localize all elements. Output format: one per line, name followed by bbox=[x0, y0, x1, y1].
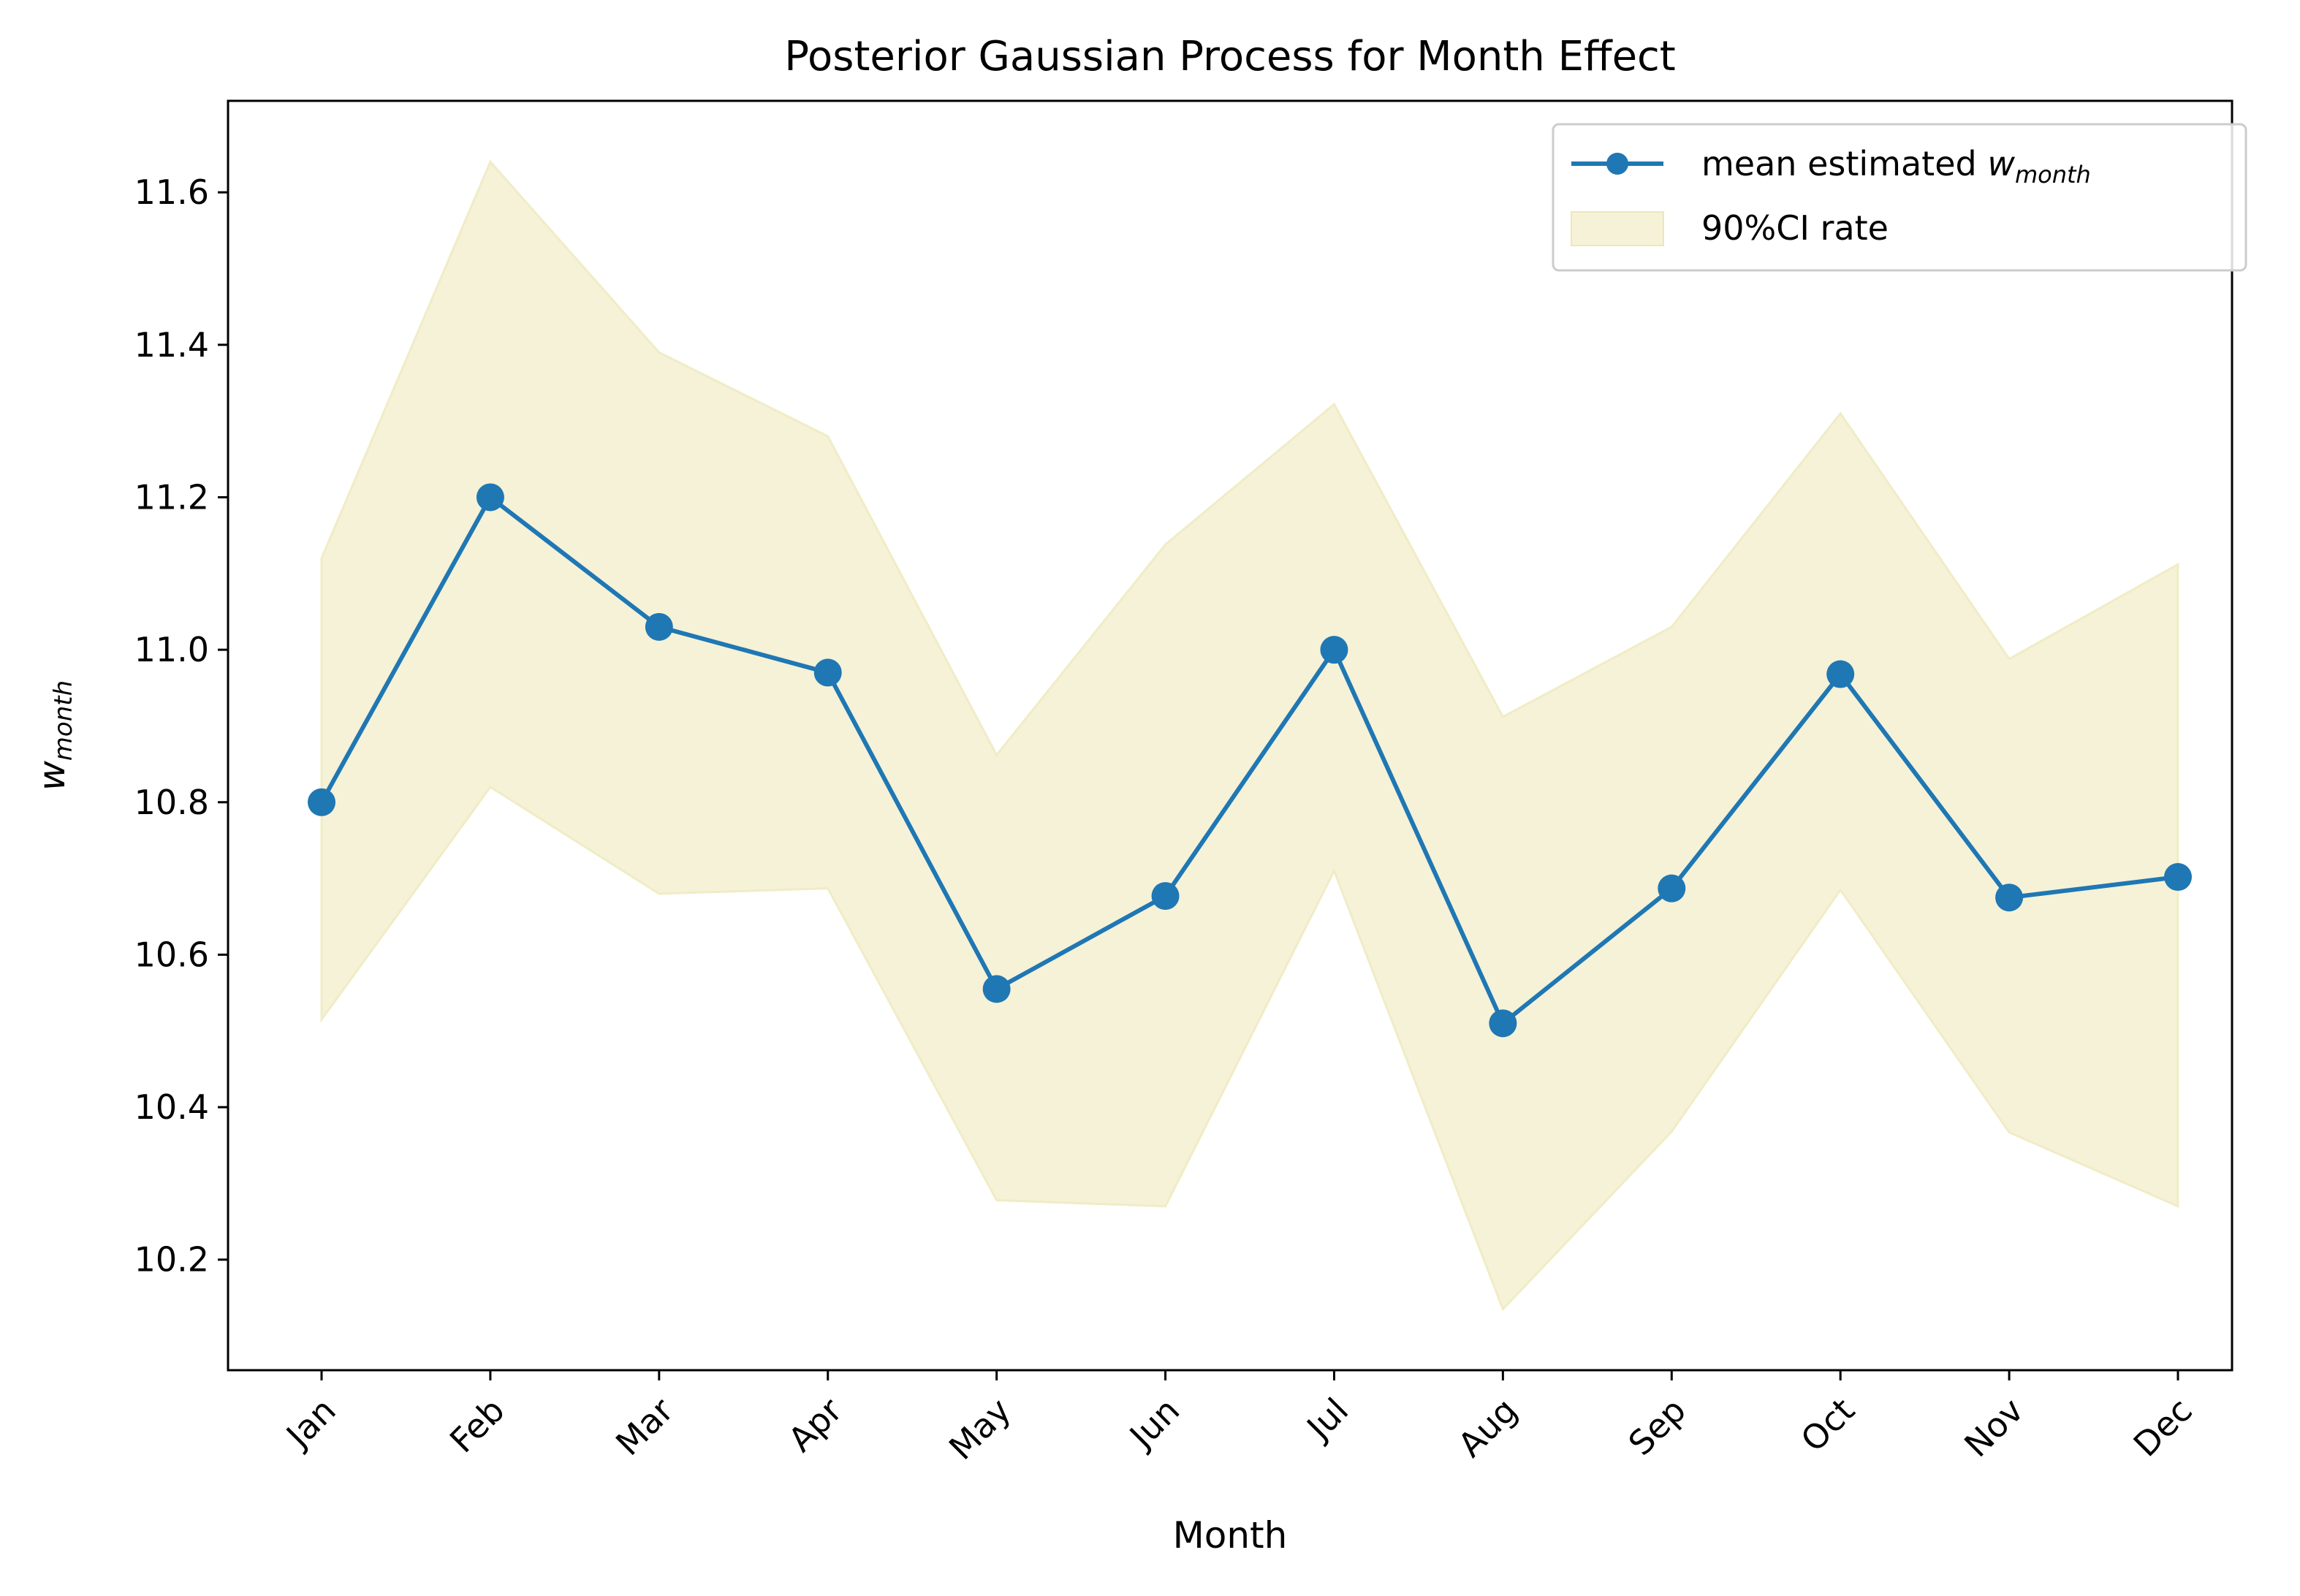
legend-mean-label-base: w bbox=[1987, 144, 2015, 183]
y-axis-label-subscript: month bbox=[49, 680, 78, 761]
mean-point-jul bbox=[1320, 636, 1348, 664]
mean-point-oct bbox=[1826, 660, 1855, 688]
y-tick-label: 10.8 bbox=[134, 783, 209, 822]
legend-mean-label-text: mean estimated bbox=[1701, 144, 1987, 183]
y-axis-label-base: w bbox=[31, 761, 73, 791]
y-axis-label: wmonth bbox=[31, 680, 78, 791]
mean-point-nov bbox=[1995, 884, 2024, 912]
mean-point-apr bbox=[813, 658, 842, 687]
y-tick-label: 11.0 bbox=[134, 630, 209, 669]
mean-point-jan bbox=[308, 788, 335, 816]
legend-mean-label: mean estimated wmonth bbox=[1701, 144, 2091, 189]
x-axis-label: Month bbox=[1173, 1514, 1288, 1557]
mean-point-mar bbox=[645, 612, 673, 641]
mean-point-may bbox=[982, 975, 1011, 1003]
y-tick-label: 11.2 bbox=[134, 477, 209, 517]
ci-band bbox=[320, 159, 2179, 1312]
ci-band-layer bbox=[320, 159, 2179, 1312]
mean-line-layer bbox=[319, 495, 2179, 1026]
mean-point-jun bbox=[1151, 882, 1180, 911]
y-tick-label: 11.6 bbox=[134, 172, 209, 212]
y-tick-label: 10.2 bbox=[134, 1240, 209, 1280]
legend-mean-label-subscript: month bbox=[2015, 161, 2091, 189]
mean-line bbox=[319, 495, 2179, 1026]
y-tick-label: 10.4 bbox=[134, 1087, 209, 1127]
mean-point-sep bbox=[1658, 874, 1686, 902]
y-tick-label: 11.4 bbox=[134, 325, 209, 365]
plot-frame bbox=[227, 99, 2233, 1372]
chart-title: Posterior Gaussian Process for Month Eff… bbox=[784, 33, 1676, 80]
legend-ci-band-swatch bbox=[1571, 211, 1664, 246]
y-tick-label: 10.6 bbox=[134, 935, 209, 974]
mean-point-aug bbox=[1489, 1009, 1517, 1038]
mean-marker-layer bbox=[308, 483, 2192, 1038]
legend-mean-marker-swatch bbox=[1606, 153, 1628, 175]
mean-point-dec bbox=[2164, 863, 2192, 892]
legend-box bbox=[1552, 123, 2247, 272]
legend-ci-label: 90%CI rate bbox=[1701, 208, 1889, 248]
legend: mean estimated wmonth 90%CI rate bbox=[1552, 123, 2247, 272]
mean-point-feb bbox=[476, 483, 504, 512]
y-axis-ticks: 10.2 10.4 10.6 10.8 11.0 11.2 11.4 11.6 bbox=[134, 172, 228, 1280]
